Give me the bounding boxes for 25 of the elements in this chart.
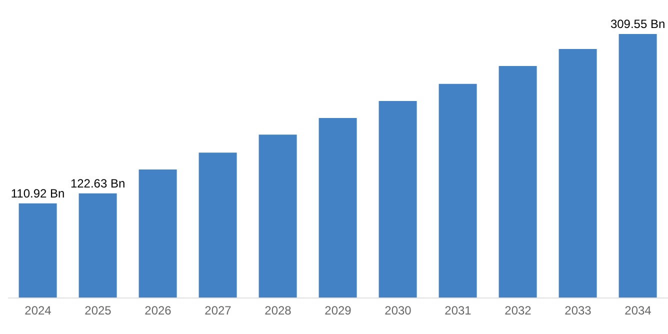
bar (258, 134, 297, 298)
bar (558, 48, 597, 298)
bar (378, 100, 417, 298)
bar (138, 170, 177, 298)
bar (78, 193, 117, 298)
bar (18, 203, 57, 298)
data-label: 110.92 Bn (10, 186, 65, 200)
x-tick-label: 2026 (144, 304, 172, 318)
x-tick-label: 2025 (84, 304, 112, 318)
x-tick-label: 2027 (204, 304, 232, 318)
bar (438, 84, 477, 298)
bar (198, 152, 237, 298)
x-tick-label: 2024 (24, 304, 52, 318)
bar (498, 66, 537, 298)
x-tick-label: 2028 (264, 304, 292, 318)
x-tick-label: 2029 (324, 304, 352, 318)
x-tick-label: 2034 (624, 304, 652, 318)
x-tick-label: 2031 (444, 304, 472, 318)
data-label: 309.55 Bn (610, 17, 666, 31)
bar (618, 34, 657, 298)
x-tick-label: 2032 (504, 304, 532, 318)
x-tick-label: 2030 (384, 304, 412, 318)
bar (318, 118, 357, 298)
data-label: 122.63 Bn (70, 176, 126, 190)
x-tick-label: 2033 (564, 304, 592, 318)
